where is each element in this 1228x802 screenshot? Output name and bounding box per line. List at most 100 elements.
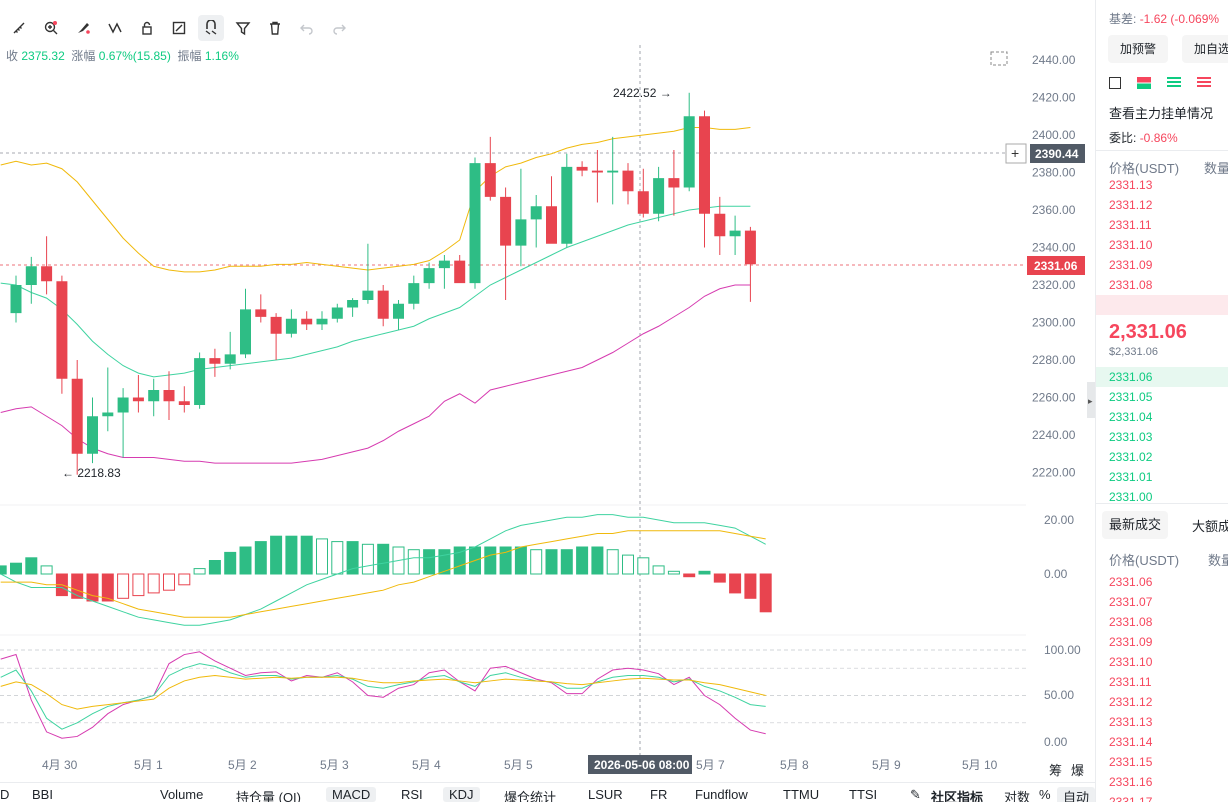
filter-icon[interactable] [230, 15, 256, 41]
zoom-in-icon[interactable] [38, 15, 64, 41]
tab-fr[interactable]: FR [650, 787, 668, 802]
ask-price-row[interactable]: 2331.09 [1109, 258, 1153, 272]
trade-price-row[interactable]: 2331.11 [1109, 675, 1152, 689]
boll-mid-line [0, 205, 751, 378]
magnet-icon[interactable] [198, 15, 224, 41]
candle-body [117, 397, 129, 413]
kdj-j-line [0, 651, 766, 739]
candle-body [194, 358, 206, 405]
view-main-orders-link[interactable]: 查看主力挂单情况 [1109, 106, 1214, 121]
bid-price-row[interactable]: 2331.04 [1109, 410, 1153, 424]
redo-icon[interactable] [326, 15, 352, 41]
candle-body [729, 230, 741, 237]
ask-price-row[interactable]: 2331.13 [1109, 178, 1153, 192]
last-price: 2,331.06 [1109, 321, 1187, 343]
tab-ttsi[interactable]: TTSI [849, 787, 878, 802]
boll-upper-line [0, 127, 751, 273]
price-axis-label: 2420.00 [1032, 91, 1076, 105]
tab-bbi[interactable]: BBI [32, 787, 53, 802]
candle-body [622, 170, 634, 192]
edit-indicator-icon[interactable]: ✎ [910, 787, 921, 802]
bid-price-row[interactable]: 2331.02 [1109, 450, 1153, 464]
candle-body [408, 283, 420, 304]
last-price-tag [1027, 256, 1085, 275]
log-scale-toggle[interactable]: 对数 [1004, 790, 1031, 802]
bid-price-row[interactable]: 2331.01 [1109, 470, 1153, 484]
tab-large-trades[interactable]: 大额成 [1192, 519, 1228, 534]
macd-histogram-bar [71, 573, 84, 599]
trade-price-row[interactable]: 2331.14 [1109, 735, 1153, 749]
brush-icon[interactable] [70, 15, 96, 41]
trade-price-row[interactable]: 2331.17 [1109, 795, 1153, 802]
ask-price-row[interactable]: 2331.12 [1109, 198, 1153, 212]
trade-price-row[interactable]: 2331.06 [1109, 575, 1153, 589]
macd-histogram-bar [40, 565, 53, 575]
ask-price-row[interactable]: 2331.10 [1109, 238, 1153, 252]
candle-body [132, 397, 144, 402]
price-axis-label: 2300.00 [1032, 316, 1076, 330]
tab--oi-[interactable]: 持仓量 (OI) [236, 790, 301, 802]
trade-price-row[interactable]: 2331.07 [1109, 595, 1153, 609]
tab-fundflow[interactable]: Fundflow [695, 787, 748, 802]
candle-body [576, 166, 588, 171]
tab-rsi[interactable]: RSI [401, 787, 423, 802]
tab-macd[interactable]: MACD [326, 787, 377, 802]
bids-only-icon[interactable] [1167, 77, 1181, 89]
both-sides-icon[interactable] [1137, 77, 1151, 89]
chart-area[interactable]: 收 2375.32 涨幅 0.67%(15.85) 振幅 1.16% 2440.… [0, 0, 1096, 802]
trade-price-row[interactable]: 2331.16 [1109, 775, 1153, 789]
auto-scale-toggle[interactable]: 自动 [1057, 787, 1096, 802]
trade-price-row[interactable]: 2331.15 [1109, 755, 1153, 769]
macd-histogram-bar [560, 549, 573, 575]
candle-body [683, 116, 695, 188]
macd-histogram-bar [270, 535, 283, 575]
tab-ttmu[interactable]: TTMU [783, 787, 820, 802]
ask-price-row[interactable]: 2331.11 [1109, 218, 1152, 232]
undo-icon[interactable] [294, 15, 320, 41]
tab--[interactable]: 爆仓统计 [504, 790, 557, 802]
external-link-icon[interactable] [1109, 77, 1121, 89]
tab-volume[interactable]: Volume [160, 787, 204, 802]
chevron-right-icon: ▸ [1088, 396, 1093, 406]
ruler-icon[interactable] [6, 15, 32, 41]
bid-price-row[interactable]: 2331.05 [1109, 390, 1153, 404]
trade-price-row[interactable]: 2331.10 [1109, 655, 1153, 669]
macd-histogram-bar [86, 573, 99, 602]
edit-icon[interactable] [166, 15, 192, 41]
price-chart[interactable]: 2440.00 2420.00 2400.00 2380.00 2360.00 2340.… [0, 0, 1095, 782]
liquidation-map-button[interactable]: 爆 [1071, 763, 1085, 778]
trash-icon[interactable] [262, 15, 288, 41]
trade-price-row[interactable]: 2331.08 [1109, 615, 1153, 629]
amplitude-value: 1.16% [204, 49, 239, 63]
chip-distribution-button[interactable]: 筹 [1049, 763, 1063, 778]
candle-body [637, 191, 649, 214]
asks-only-icon[interactable] [1197, 77, 1211, 89]
add-watchlist-button[interactable]: 加自选 [1182, 35, 1228, 63]
bid-price-row[interactable]: 2331.03 [1109, 430, 1153, 444]
candle-body [591, 170, 603, 173]
bid-price-row[interactable]: 2331.00 [1109, 490, 1153, 504]
lock-icon[interactable] [134, 15, 160, 41]
candle-body [25, 266, 37, 285]
percent-scale-toggle[interactable]: % [1039, 787, 1051, 802]
trade-price-row[interactable]: 2331.09 [1109, 635, 1153, 649]
tab-lsur[interactable]: LSUR [588, 787, 623, 802]
ask-price-row[interactable]: 2331.08 [1109, 278, 1153, 292]
kdj-d-line [0, 674, 766, 710]
candle-body [561, 166, 573, 244]
tab-clipped[interactable]: D [0, 787, 10, 802]
tab-kdj[interactable]: KDJ [443, 787, 480, 802]
macd-histogram-bar [316, 538, 328, 575]
macd-histogram-bar [147, 573, 160, 594]
community-indicators-button[interactable]: 社区指标 [931, 790, 984, 802]
time-axis-label: 5月 5 [504, 758, 533, 772]
tab-latest-trades[interactable]: 最新成交 [1102, 511, 1169, 539]
orderbook-view-toggles [1109, 77, 1211, 89]
kdj-axis-label: 50.00 [1044, 688, 1074, 702]
trade-price-row[interactable]: 2331.12 [1109, 695, 1153, 709]
add-alert-button[interactable]: 加预警 [1108, 35, 1169, 63]
pattern-icon[interactable] [102, 15, 128, 41]
bid-price-row[interactable]: 2331.06 [1109, 370, 1153, 384]
trade-price-row[interactable]: 2331.13 [1109, 715, 1153, 729]
macd-histogram-bar [132, 573, 145, 597]
